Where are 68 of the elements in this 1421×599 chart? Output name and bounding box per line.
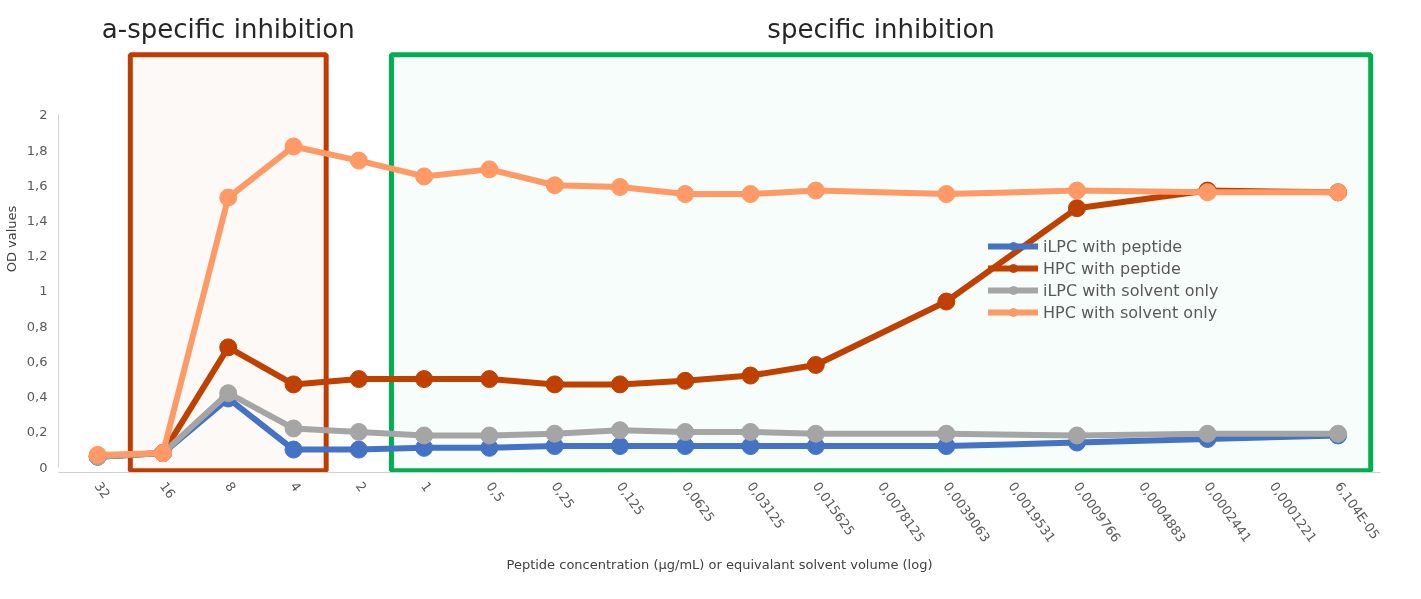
point bbox=[676, 185, 695, 204]
y-tick-label: 1,2 bbox=[26, 248, 48, 264]
point bbox=[676, 371, 695, 390]
point bbox=[1067, 199, 1086, 218]
x-tick-label: 0,5 bbox=[483, 479, 508, 505]
band-label: a-specific inhibition bbox=[101, 14, 355, 45]
legend-label: iLPC with solvent only bbox=[1043, 280, 1219, 300]
point bbox=[610, 421, 629, 440]
legend-label: HPC with peptide bbox=[1043, 258, 1181, 278]
point bbox=[806, 356, 825, 374]
x-tick-label: 8 bbox=[222, 479, 240, 495]
x-tick-label: 16 bbox=[156, 479, 179, 502]
y-tick-label: 1,6 bbox=[26, 177, 48, 193]
point bbox=[480, 370, 499, 389]
legend-label: HPC with solvent only bbox=[1043, 302, 1218, 322]
point bbox=[937, 185, 956, 204]
point bbox=[349, 151, 368, 170]
point bbox=[676, 422, 695, 441]
point bbox=[610, 178, 629, 196]
y-tick-label: 0,2 bbox=[26, 424, 48, 440]
y-tick-label: 0,8 bbox=[26, 318, 48, 334]
point bbox=[480, 426, 499, 445]
y-axis-title: OD values bbox=[3, 205, 19, 273]
point bbox=[284, 375, 303, 394]
point bbox=[545, 176, 564, 195]
point bbox=[1067, 181, 1086, 200]
y-tick-label: 0 bbox=[39, 459, 48, 475]
point bbox=[741, 366, 760, 385]
point bbox=[1067, 426, 1086, 445]
point bbox=[349, 422, 368, 441]
point bbox=[741, 437, 760, 456]
point bbox=[284, 419, 303, 438]
point bbox=[741, 422, 760, 441]
y-tick-label: 0,6 bbox=[26, 353, 48, 369]
point bbox=[349, 370, 368, 389]
y-tick-label: 0,4 bbox=[26, 389, 48, 405]
point bbox=[937, 292, 956, 311]
point bbox=[284, 137, 303, 156]
y-tick-label: 2 bbox=[39, 107, 48, 123]
point bbox=[219, 384, 238, 403]
y-tick-label: 1 bbox=[39, 283, 48, 299]
point bbox=[806, 424, 825, 443]
point bbox=[545, 424, 564, 443]
point bbox=[610, 375, 629, 394]
x-tick-label: 2 bbox=[352, 479, 370, 495]
band-label: specific inhibition bbox=[767, 14, 995, 45]
point bbox=[741, 185, 760, 204]
x-tick-label: 32 bbox=[91, 479, 114, 502]
y-tick-label: 1,8 bbox=[26, 142, 48, 158]
point bbox=[415, 167, 434, 186]
point bbox=[545, 375, 564, 394]
point bbox=[415, 426, 434, 445]
y-tick-label: 1,4 bbox=[26, 213, 48, 228]
point bbox=[480, 160, 499, 179]
point bbox=[349, 440, 368, 459]
x-tick-label: 4 bbox=[287, 479, 305, 495]
x-axis-title: Peptide concentration (µg/mL) or equivalant solvent volume (log) bbox=[506, 557, 933, 573]
x-tick-label: 1 bbox=[417, 479, 435, 495]
point bbox=[806, 181, 825, 200]
point bbox=[415, 370, 434, 389]
legend-label: iLPC with peptide bbox=[1043, 236, 1183, 256]
point bbox=[937, 424, 956, 443]
point bbox=[219, 188, 238, 207]
point bbox=[284, 440, 303, 459]
point bbox=[610, 437, 629, 456]
point bbox=[219, 338, 238, 357]
point bbox=[1198, 424, 1217, 443]
point bbox=[676, 437, 695, 456]
